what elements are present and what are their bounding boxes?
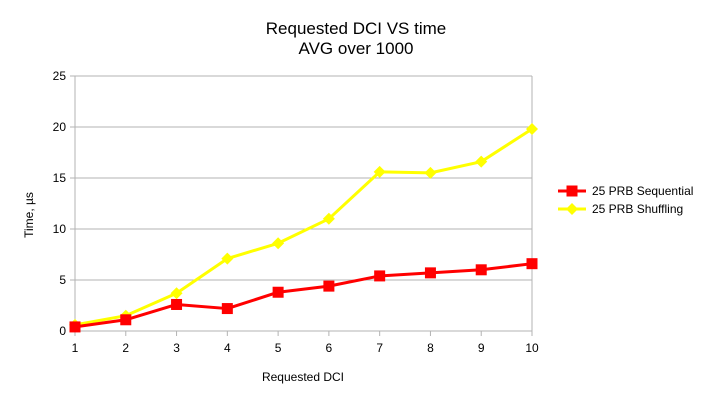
x-tick-label: 3 [173,341,180,355]
x-tick-label: 5 [275,341,282,355]
y-tick-label: 5 [59,273,66,287]
series-1 [69,258,538,333]
legend: 25 PRB Sequential 25 PRB Shuffling [558,184,693,216]
data-point [374,270,386,282]
data-point [221,252,234,265]
x-tick-label: 6 [326,341,333,355]
legend-item: 25 PRB Sequential [558,184,693,198]
data-point [322,212,335,225]
x-tick-label: 10 [525,341,539,355]
y-axis-label: Time, µs [22,192,36,238]
x-tick-label: 2 [122,341,129,355]
legend-item: 25 PRB Shuffling [558,202,683,216]
chart-title: Requested DCI VS time [266,19,446,38]
data-point [373,165,386,178]
gridlines [75,75,532,281]
series-2 [69,123,538,331]
legend-label: 25 PRB Shuffling [592,202,683,216]
series-layer [69,123,538,333]
x-tick-label: 9 [478,341,485,355]
y-tick-label: 0 [59,324,66,338]
data-point [526,258,538,270]
data-point [171,298,183,310]
data-point [475,264,487,276]
y-tick-label: 15 [53,171,67,185]
data-point [475,155,488,168]
x-tick-label: 8 [427,341,434,355]
x-tick-labels: 1 2 3 4 5 6 7 8 9 10 [72,341,539,355]
x-tick-label: 1 [72,341,79,355]
data-point [69,321,81,333]
data-point [424,166,437,179]
data-point [323,280,335,292]
legend-label: 25 PRB Sequential [592,184,693,198]
x-tick-label: 4 [224,341,231,355]
chart-subtitle: AVG over 1000 [299,39,414,58]
data-point [424,267,436,279]
data-point [272,237,285,250]
data-point [170,287,183,300]
legend-swatch-marker [566,203,578,215]
data-point [221,303,233,315]
data-point [120,314,132,326]
series-line [74,262,533,329]
data-point [272,286,284,298]
legend-swatch-marker [566,185,578,197]
y-tick-label: 10 [53,222,67,236]
x-axis-label: Requested DCI [262,370,344,384]
series-line [74,127,533,327]
y-tick-label: 20 [53,120,67,134]
data-point [526,123,538,136]
axes [70,75,533,336]
x-tick-label: 7 [376,341,383,355]
y-tick-labels: 0 5 10 15 20 25 [53,69,67,338]
y-tick-label: 25 [53,69,67,83]
